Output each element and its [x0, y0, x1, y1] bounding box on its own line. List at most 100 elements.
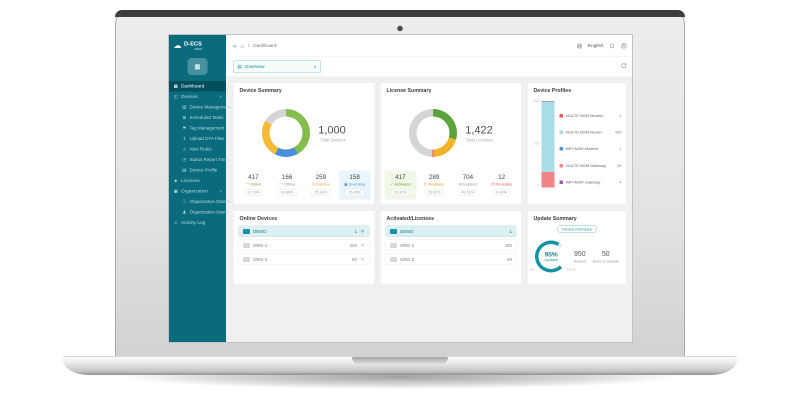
- legend-swatch: [559, 180, 563, 184]
- sidebar-item-device-management[interactable]: ▥ Device Management: [169, 102, 231, 113]
- gauge-arc: [535, 240, 568, 273]
- stat-label: ◷ Inactive: [311, 181, 331, 187]
- breadcrumb[interactable]: Dashboard: [253, 43, 277, 49]
- activated-licenses-card: Activated/Licenses DEMO 1 ORG-1: [380, 210, 522, 285]
- license-stat-reusable[interactable]: 12 ↺ Reusable 0.84%: [486, 170, 518, 199]
- sidebar-item-alert-rules[interactable]: ⚠ Alert Rules: [169, 144, 226, 155]
- org-scope-select[interactable]: ▤ Overview ∨: [233, 60, 321, 73]
- calendar-icon: ⊞: [182, 114, 187, 120]
- devices-icon: ◫: [173, 93, 178, 99]
- device-stat-inactive[interactable]: 259 ◷ Inactive 25.90%: [305, 170, 337, 199]
- stat-value: 12: [498, 173, 506, 181]
- sidebar-item-label: Upload OTA Files: [189, 136, 225, 142]
- globe-icon[interactable]: [576, 43, 582, 49]
- laptop-base: [63, 356, 737, 375]
- sidebar-item-label: Alert Rules: [189, 146, 212, 152]
- license-count: 99: [506, 256, 512, 262]
- org-row-demo[interactable]: DEMO 1: [385, 225, 517, 237]
- stat-value: 259: [315, 173, 327, 181]
- stat-value: 704: [462, 173, 474, 181]
- main-area: « ⌂ / Dashboard English: [226, 35, 632, 342]
- card-title: Device Summary: [239, 87, 282, 94]
- sidebar-item-licenses[interactable]: ◈ Licenses: [169, 175, 226, 186]
- refresh-button[interactable]: [621, 62, 628, 71]
- legend-item[interactable]: 4G/LTE M2M Gateway 98: [559, 163, 622, 168]
- license-stat-available[interactable]: 289 ⟳ Available 20.32%: [418, 170, 450, 199]
- sidebar-item-organization-details[interactable]: ⓘ Organization Details: [169, 196, 230, 207]
- dashboard-icon: ▦: [173, 83, 178, 89]
- stat-label: Newest: [573, 258, 587, 264]
- device-stat-online[interactable]: 417 ◠ Online 41.70%: [238, 170, 270, 199]
- stat-value: 50: [601, 249, 610, 258]
- home-icon[interactable]: ⌂: [240, 42, 244, 50]
- sidebar-item-label: Organization: [181, 188, 208, 194]
- device-firmware-tag[interactable]: Device Firmware: [556, 225, 597, 233]
- sidebar-item-tag-management[interactable]: ⚑ Tag Management: [169, 123, 226, 134]
- users-icon: ♟: [182, 209, 187, 215]
- sidebar-item-scheduled-tasks[interactable]: ⊞ Scheduled Tasks: [169, 112, 226, 123]
- license-stat-expired[interactable]: 704 ⊘ Expired 49.51%: [452, 170, 484, 199]
- wifi-online-icon: ◠: [245, 181, 249, 187]
- tag-icon: ⚑: [182, 125, 187, 131]
- legend-item[interactable]: WiFi M2M Gateway 4: [559, 180, 622, 184]
- org-switcher-button[interactable]: ▦: [187, 57, 208, 75]
- sidebar-item-device-profile[interactable]: ▤ Device Profile: [169, 165, 226, 176]
- gauge-value: 95%: [544, 250, 558, 259]
- legend-count: 1: [619, 113, 622, 119]
- org-name: DEMO: [400, 228, 414, 234]
- app-name: D-ECS: [184, 41, 202, 47]
- legend-item[interactable]: WiFi M2M Modem 1: [559, 147, 622, 151]
- org-row[interactable]: ORG-1 300: [385, 239, 517, 251]
- sidebar-item-activity-log[interactable]: ≡ Activity Log: [169, 217, 226, 228]
- legend-count: 438: [614, 130, 622, 135]
- sidebar-collapse-icon[interactable]: «: [233, 42, 237, 50]
- sidebar-item-status-report-time[interactable]: ◷ Status Report Time: [169, 154, 229, 165]
- check-icon: ✓: [389, 181, 394, 187]
- stat-value: 950: [574, 249, 586, 258]
- available-icon: ⟳: [423, 181, 428, 187]
- organization-icon: ▣: [173, 188, 178, 194]
- org-avatar: [243, 256, 250, 262]
- org-row[interactable]: ORG-2 99: [385, 253, 517, 265]
- sidebar-item-organization[interactable]: ▣ Organization ∨: [169, 186, 226, 197]
- stat-label: Need to Update: [592, 258, 619, 264]
- dashboard-app: ☁ D-ECS cloud ▦ ▦ Dashboard: [169, 35, 632, 342]
- sidebar-item-organization-users[interactable]: ♟ Organization Users: [169, 207, 228, 218]
- stat-percent-pill: 15.80%: [344, 188, 365, 196]
- license-stat-activated[interactable]: 417 ✓ Activated 29.32%: [384, 170, 417, 200]
- need-to-update-stat: 50 Need to Update: [593, 249, 619, 263]
- license-count: 300: [504, 242, 512, 248]
- device-stat-inventory[interactable]: 158 ▣ Inventory 15.80%: [338, 170, 371, 200]
- org-row[interactable]: ORG-1 300: [238, 239, 370, 251]
- org-row[interactable]: ORG-2 80: [238, 253, 370, 265]
- stat-value: 166: [281, 173, 293, 181]
- license-summary-donut-chart: [409, 108, 458, 157]
- card-title: Update Summary: [533, 215, 577, 222]
- bell-icon[interactable]: [609, 43, 615, 49]
- online-count: 300: [349, 242, 357, 248]
- wifi-offline-icon: ◠: [279, 181, 283, 187]
- user-avatar-icon[interactable]: [620, 42, 628, 50]
- filter-bar: ▤ Overview ∨: [226, 57, 632, 77]
- laptop-notch: [352, 357, 448, 365]
- org-name: ORG-2: [400, 256, 415, 262]
- sidebar-item-upload-ota-files[interactable]: ↥ Upload OTA Files: [169, 133, 226, 144]
- stat-percent-pill: 20.32%: [424, 188, 444, 196]
- license-count: 1: [509, 228, 512, 234]
- webcam-dot: [397, 26, 403, 31]
- chevron-down-icon: ∨: [219, 94, 222, 99]
- device-summary-donut-chart: [262, 108, 311, 157]
- upload-icon: ↥: [182, 135, 187, 141]
- stat-value: 417: [395, 173, 406, 181]
- legend-count: 98: [617, 163, 622, 168]
- sidebar-item-label: Status Report Time: [189, 157, 229, 163]
- legend-item[interactable]: 4G/LTE M2M Modem 1: [559, 113, 622, 119]
- legend-item[interactable]: 4G/LTE M2M Router 438: [559, 130, 622, 135]
- org-row-demo[interactable]: DEMO 1: [238, 225, 370, 237]
- wifi-icon: [360, 230, 365, 233]
- sidebar-item-dashboard[interactable]: ▦ Dashboard: [169, 80, 226, 92]
- device-stat-offline[interactable]: 166 ◠ Offline 16.60%: [271, 170, 303, 199]
- language-selector[interactable]: English: [587, 43, 604, 49]
- sidebar-item-devices[interactable]: ◫ Devices ∨: [169, 91, 226, 102]
- org-scope-value: Overview: [244, 64, 265, 70]
